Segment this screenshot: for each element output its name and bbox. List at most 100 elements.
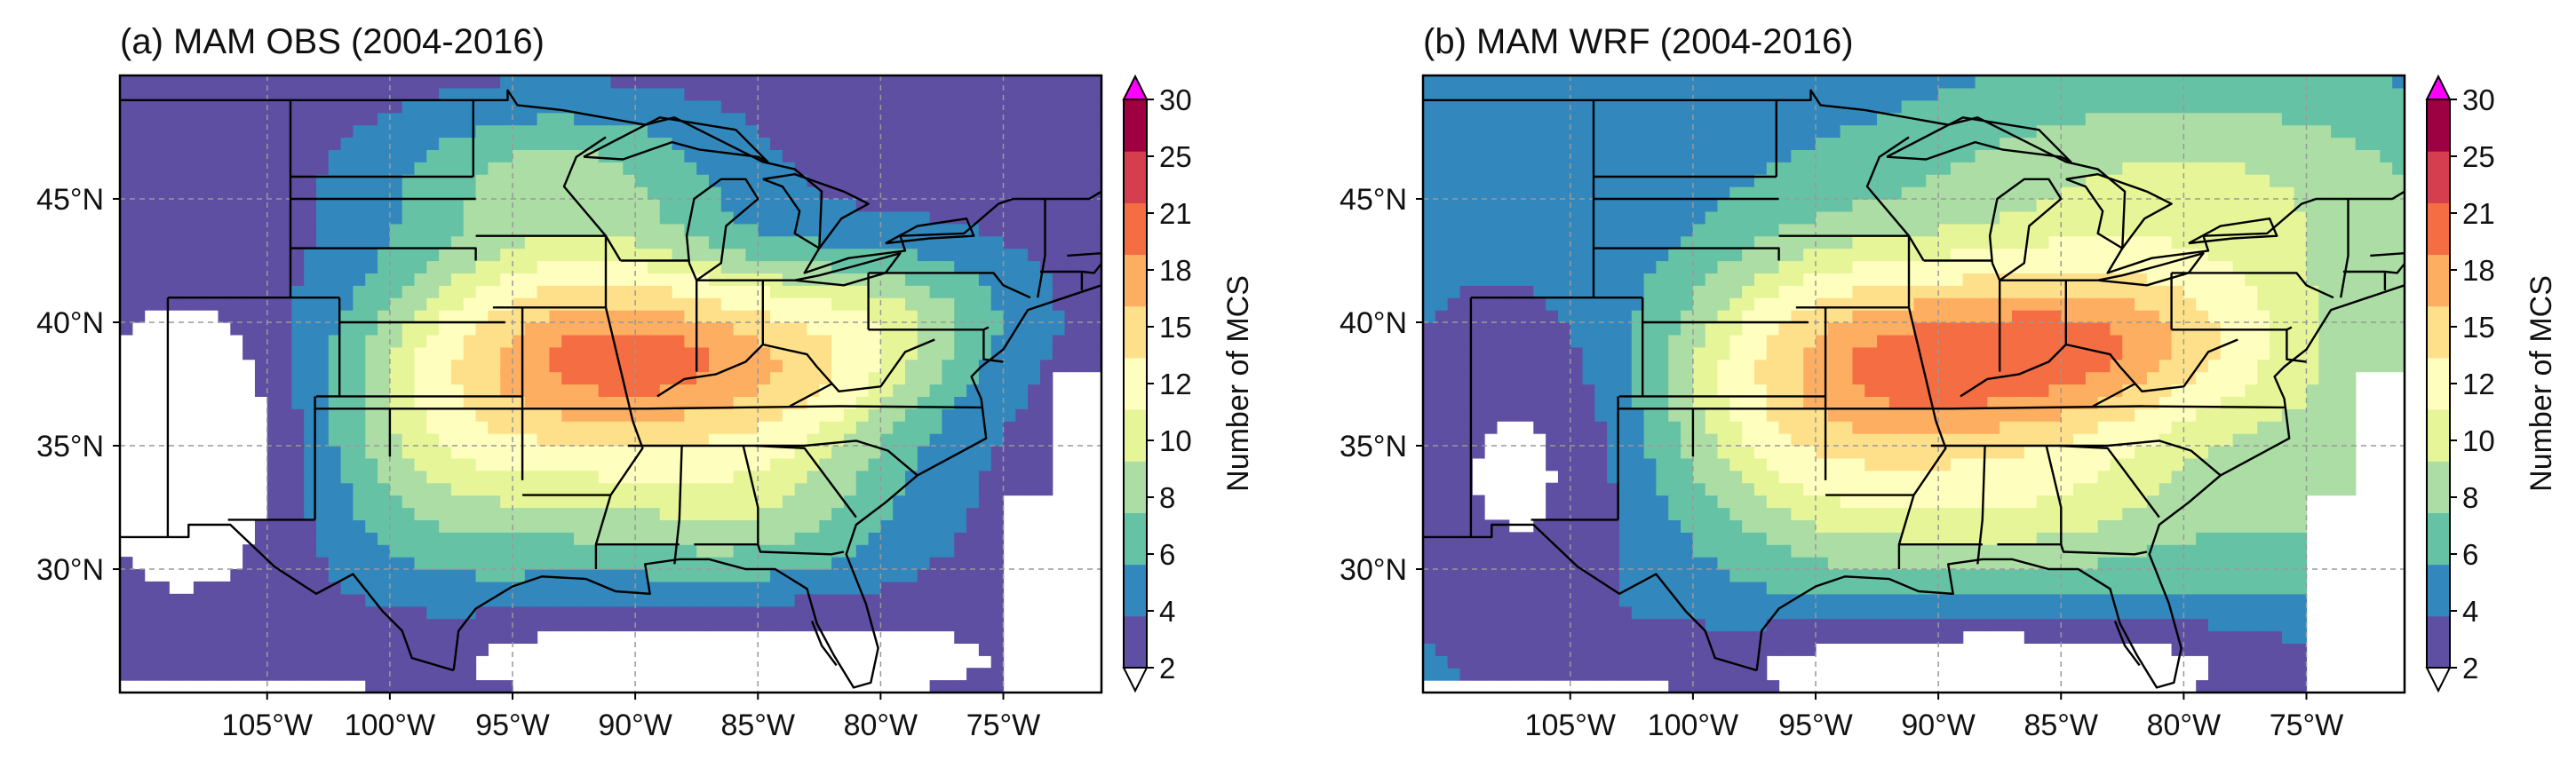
- field-cell: [1717, 137, 1730, 150]
- field-cell: [144, 75, 158, 89]
- colorbar-a-under-triangle: [1122, 667, 1149, 693]
- field-cell: [1447, 223, 1461, 237]
- field-cell: [978, 606, 992, 620]
- field-cell: [1015, 174, 1029, 187]
- field-cell: [672, 446, 685, 459]
- field-cell: [696, 149, 710, 162]
- field-cell: [966, 630, 980, 644]
- field-cell: [1484, 581, 1498, 595]
- field-cell: [770, 346, 783, 360]
- field-cell: [610, 87, 624, 101]
- field-cell: [1594, 162, 1608, 175]
- field-cell: [966, 606, 980, 620]
- field-cell: [1533, 606, 1546, 620]
- field-cell: [574, 396, 587, 409]
- field-cell: [990, 297, 1005, 311]
- field-cell: [585, 99, 600, 114]
- field-cell: [131, 248, 146, 262]
- field-cell: [758, 606, 771, 620]
- field-cell: [1077, 87, 1090, 101]
- field-cell: [782, 581, 796, 595]
- field-cell: [1753, 124, 1768, 139]
- field-cell: [328, 285, 342, 298]
- field-cell: [1582, 630, 1595, 644]
- field-cell: [1668, 643, 1682, 656]
- field-cell: [966, 260, 980, 273]
- field-cell: [340, 544, 354, 558]
- field-cell: [500, 359, 513, 373]
- field-cell: [1533, 273, 1546, 286]
- field-cell: [1423, 618, 1436, 632]
- field-cell: [561, 112, 575, 126]
- field-cell: [672, 532, 685, 545]
- field-cell: [463, 519, 477, 533]
- field-cell: [524, 532, 538, 545]
- field-cell: [524, 557, 538, 570]
- field-cell: [990, 408, 1005, 422]
- field-cell: [1435, 557, 1449, 570]
- field-cell: [156, 137, 170, 150]
- field-cell: [500, 482, 513, 496]
- field-cell: [745, 446, 759, 459]
- field-cell: [1692, 334, 1706, 348]
- field-cell: [1668, 273, 1682, 286]
- field-cell: [733, 606, 747, 620]
- field-cell: [1619, 199, 1633, 212]
- field-cell: [758, 297, 771, 311]
- field-cell: [1594, 668, 1608, 681]
- field-cell: [537, 593, 551, 607]
- field-cell: [1496, 310, 1510, 323]
- field-cell: [365, 384, 378, 397]
- field-cell: [1447, 495, 1461, 509]
- field-cell: [1619, 643, 1633, 656]
- field-cell: [831, 99, 845, 114]
- field-cell: [745, 137, 759, 150]
- field-cell: [905, 507, 918, 520]
- field-cell: [684, 359, 697, 373]
- field-cell: [1533, 174, 1546, 187]
- field-cell: [340, 421, 354, 434]
- field-cell: [1582, 396, 1595, 409]
- field-cell: [893, 137, 906, 150]
- field-cell: [1681, 408, 1694, 422]
- field-cell: [1423, 235, 1436, 249]
- field-cell: [770, 297, 783, 311]
- field-cell: [1570, 137, 1584, 150]
- field-cell: [659, 87, 673, 101]
- field-cell: [414, 643, 427, 656]
- field-cell: [720, 606, 735, 620]
- field-cell: [1533, 593, 1546, 607]
- field-cell: [1028, 124, 1041, 139]
- field-cell: [365, 285, 378, 298]
- field-cell: [1015, 137, 1029, 150]
- field-cell: [1778, 285, 1792, 298]
- field-cell: [561, 260, 575, 273]
- field-cell: [893, 174, 906, 187]
- field-cell: [1729, 593, 1743, 607]
- field-cell: [610, 519, 624, 533]
- field-cell: [1643, 519, 1658, 533]
- field-cell: [782, 359, 796, 373]
- field-cell: [807, 482, 820, 496]
- field-cell: [831, 162, 845, 175]
- field-cell: [966, 162, 980, 175]
- field-cell: [1435, 470, 1449, 484]
- field-cell: [242, 310, 256, 323]
- field-cell: [1496, 359, 1510, 373]
- field-cell: [414, 408, 427, 422]
- field-cell: [1533, 260, 1546, 273]
- field-cell: [513, 618, 526, 632]
- field-cell: [463, 322, 477, 336]
- field-cell: [414, 544, 427, 558]
- field-cell: [561, 334, 575, 348]
- field-cell: [378, 137, 391, 150]
- field-cell: [770, 371, 783, 385]
- field-cell: [205, 149, 219, 162]
- field-cell: [1472, 310, 1485, 323]
- field-cell: [1766, 630, 1780, 644]
- field-cell: [549, 495, 562, 509]
- field-cell: [378, 235, 391, 249]
- field-cell: [205, 581, 219, 595]
- field-cell: [1766, 149, 1780, 162]
- field-cell: [131, 124, 146, 139]
